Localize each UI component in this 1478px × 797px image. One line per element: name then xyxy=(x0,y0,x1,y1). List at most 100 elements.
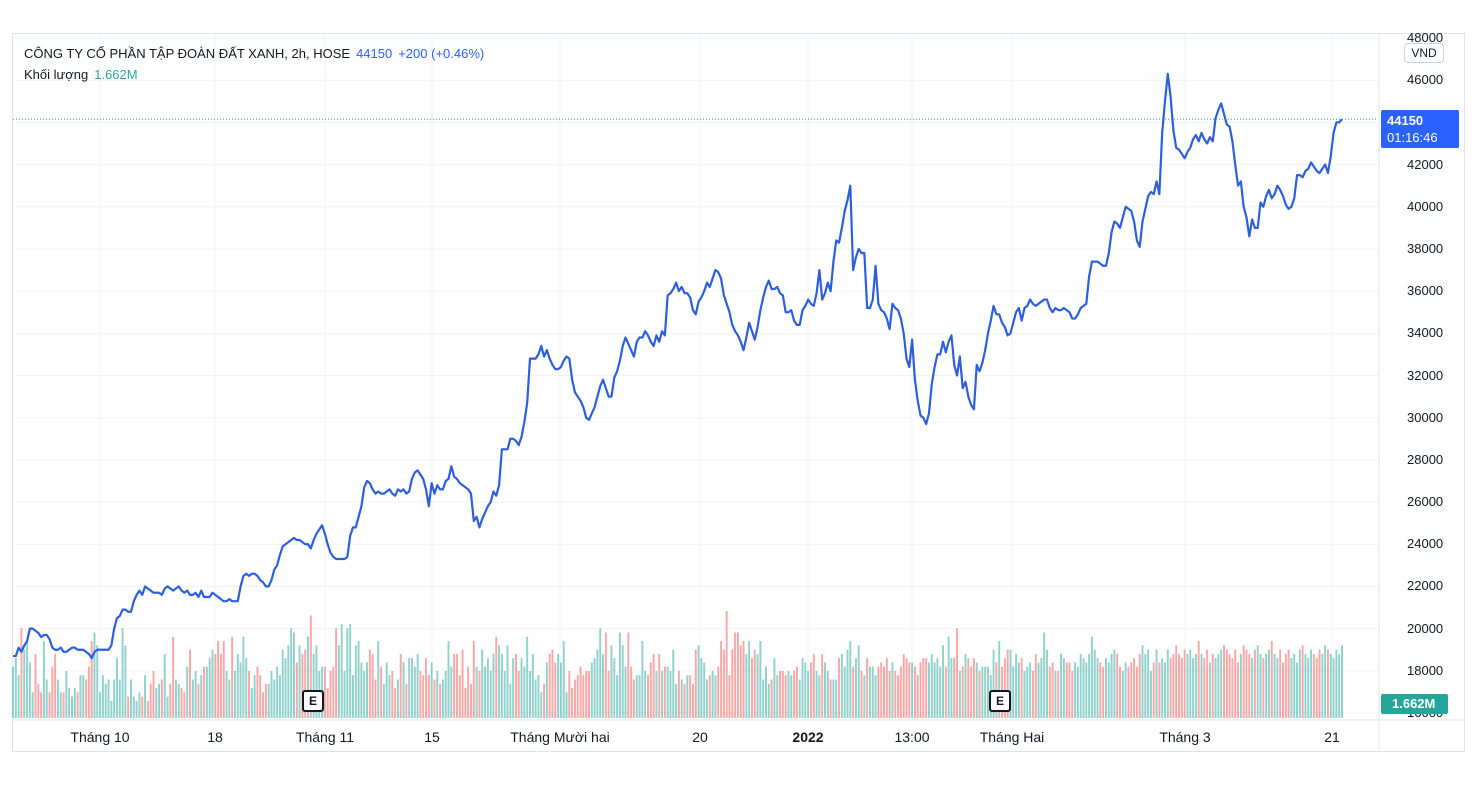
volume-bar xyxy=(492,653,495,719)
volume-bar xyxy=(809,662,812,718)
volume-bar xyxy=(475,666,478,718)
volume-bar xyxy=(1189,649,1192,718)
volume-bar xyxy=(652,653,655,719)
volume-bar xyxy=(1307,658,1310,718)
volume-bar xyxy=(1245,649,1248,718)
volume-bar xyxy=(1217,653,1220,719)
volume-bar xyxy=(312,653,315,719)
volume-bar xyxy=(787,670,790,719)
volume-bar xyxy=(1304,653,1307,719)
volume-bar xyxy=(559,662,562,718)
volume-bar xyxy=(166,696,169,719)
volume-bar xyxy=(1284,653,1287,719)
volume-bar xyxy=(422,675,425,718)
volume-bar xyxy=(897,675,900,718)
volume-bar xyxy=(1208,662,1211,718)
volume-bar xyxy=(1223,645,1225,718)
volume-bar xyxy=(1200,653,1203,719)
volume-bar xyxy=(315,645,318,718)
volume-bar xyxy=(986,666,989,718)
volume-bar xyxy=(585,670,588,719)
volume-bar xyxy=(868,666,871,718)
volume-bar xyxy=(478,670,481,719)
volume-bar xyxy=(489,670,492,719)
volume-bar xyxy=(1231,658,1234,718)
volume-bar xyxy=(529,670,531,719)
volume-bar xyxy=(1015,653,1018,719)
volume-bar xyxy=(613,658,616,718)
volume-bar xyxy=(472,641,475,718)
volume-bar xyxy=(773,658,776,718)
volume-bar xyxy=(571,688,574,718)
volume-bar xyxy=(694,649,697,718)
volume-bar xyxy=(141,696,144,719)
volume-bar xyxy=(96,645,99,718)
volume-bar xyxy=(1178,653,1181,719)
volume-bar xyxy=(1155,649,1158,718)
current-price-tag: 44150 01:16:46 xyxy=(1381,110,1459,148)
volume-bar xyxy=(363,670,366,719)
volume-bar xyxy=(1071,670,1074,719)
volume-bar xyxy=(655,670,658,719)
volume-bar xyxy=(1054,670,1057,719)
volume-bar xyxy=(793,670,796,719)
volume-bar xyxy=(495,636,498,718)
volume-bar xyxy=(444,670,447,719)
volume-bar xyxy=(866,658,869,718)
earnings-marker[interactable]: E xyxy=(302,690,324,712)
time-tick-label: Tháng Hai xyxy=(979,729,1045,745)
currency-badge[interactable]: VND xyxy=(1404,43,1444,63)
volume-bar xyxy=(42,641,45,718)
volume-bar xyxy=(888,670,891,719)
price-tick-label: 40000 xyxy=(1407,198,1444,214)
volume-bar xyxy=(253,675,256,718)
volume-bar xyxy=(1293,653,1296,719)
volume-bar xyxy=(146,700,149,718)
volume-bar xyxy=(1194,653,1197,719)
volume-bar xyxy=(838,658,841,718)
volume-bar xyxy=(1144,653,1147,719)
volume-bar xyxy=(1048,666,1051,718)
volume-bar xyxy=(250,688,253,718)
volume-bar xyxy=(340,623,343,718)
volume-bar xyxy=(1338,653,1341,719)
volume-bar xyxy=(970,666,973,718)
volume-bar xyxy=(1335,649,1338,718)
volume-bar xyxy=(1248,653,1251,719)
volume-bar xyxy=(818,675,821,718)
volume-bar xyxy=(854,658,857,718)
volume-bar xyxy=(1031,670,1034,719)
volume-bar xyxy=(804,662,807,718)
volume-bar xyxy=(433,679,436,718)
volume-bar xyxy=(337,645,340,718)
volume-bar xyxy=(905,658,908,718)
volume-bar xyxy=(380,666,383,718)
volume-bar xyxy=(1127,666,1130,718)
volume-bar xyxy=(863,675,866,718)
volume-bar xyxy=(739,645,742,718)
volume-bar xyxy=(1107,662,1110,718)
volume-bar xyxy=(632,679,635,718)
volume-bar xyxy=(1287,649,1290,718)
volume-bar xyxy=(1003,658,1006,718)
volume-bar xyxy=(349,623,352,718)
volume-bar xyxy=(371,653,374,719)
volume-bar xyxy=(470,683,472,718)
volume-bar xyxy=(697,645,700,718)
volume-bar xyxy=(1321,653,1324,719)
volume-bar xyxy=(641,641,644,718)
volume-bar xyxy=(12,666,14,718)
volume-bar xyxy=(284,658,287,718)
volume-bar xyxy=(287,645,290,718)
volume-bar xyxy=(939,666,942,718)
volume-bar xyxy=(54,653,57,719)
volume-bar xyxy=(1239,653,1242,719)
earnings-marker[interactable]: E xyxy=(989,690,1011,712)
volume-bar xyxy=(1296,662,1299,718)
volume-bar xyxy=(503,670,506,719)
price-tick-label: 24000 xyxy=(1407,536,1444,552)
volume-bar xyxy=(1251,658,1254,718)
volume-bar xyxy=(725,611,728,719)
volume-bar xyxy=(604,632,607,718)
